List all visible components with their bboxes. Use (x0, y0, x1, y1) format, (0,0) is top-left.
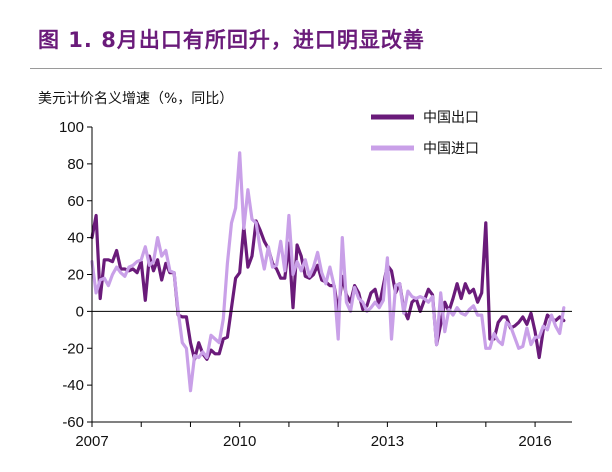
title-divider (30, 68, 602, 69)
y-tick-label: -60 (62, 414, 84, 431)
x-tick-label: 2010 (223, 433, 256, 450)
y-tick-label: 100 (59, 119, 84, 136)
legend: 中国出口 中国进口 (371, 110, 479, 157)
series-layer (90, 151, 566, 393)
y-tick-label: 40 (67, 230, 84, 247)
y-tick-label: 60 (67, 193, 84, 210)
y-tick-label: 0 (76, 303, 84, 320)
series-line-imports (90, 151, 566, 393)
y-tick-label: -20 (62, 340, 84, 357)
x-tick-label: 2007 (75, 433, 108, 450)
x-tick-label: 2013 (371, 433, 404, 450)
x-tick-label: 2016 (518, 433, 551, 450)
tick-labels: 100 80 60 40 20 0 -20 -40 -60 2007 2010 2013 2016 (59, 119, 552, 450)
legend-label-exports: 中国出口 (423, 110, 479, 126)
figure-title: 图 1. 8月出口有所回升，进口明显改善 (38, 28, 425, 52)
legend-label-imports: 中国进口 (423, 141, 479, 157)
y-tick-label: 80 (67, 156, 84, 173)
y-tick-label: 20 (67, 267, 84, 284)
axes-layer (87, 126, 572, 427)
y-axis-label: 美元计价名义增速（%，同比） (38, 91, 233, 107)
y-tick-label: -40 (62, 377, 84, 394)
